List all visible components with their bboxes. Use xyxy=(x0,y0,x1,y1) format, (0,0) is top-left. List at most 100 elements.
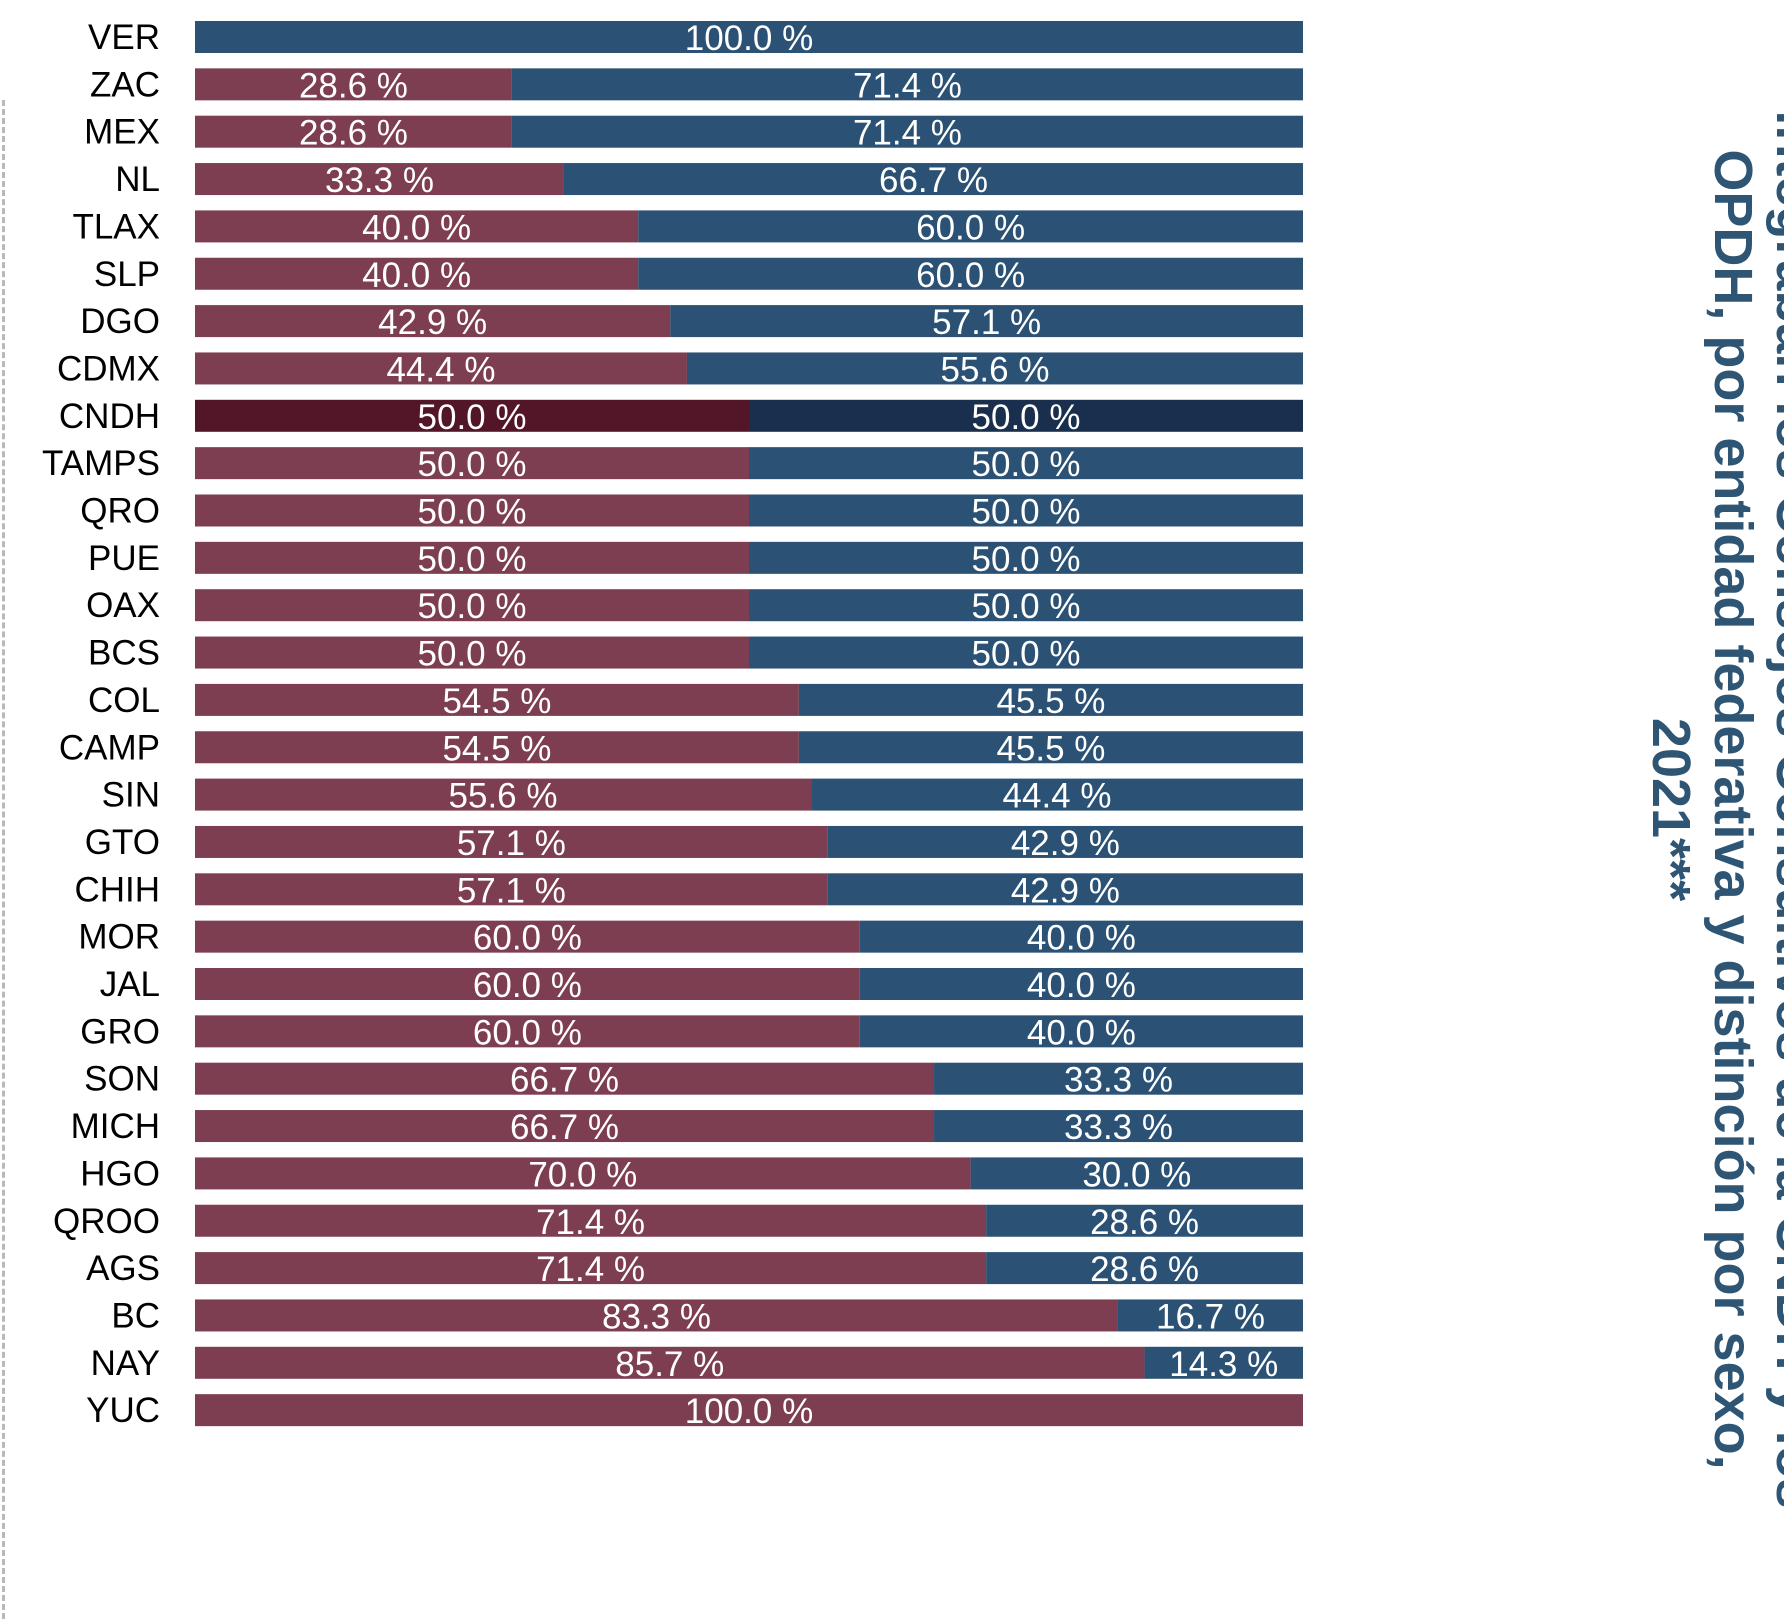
data-label-female: 44.4 % xyxy=(386,350,495,389)
bar-segment-female xyxy=(195,68,512,101)
category-label: MEX xyxy=(84,113,160,152)
bar-segment-female xyxy=(195,1015,860,1048)
bar-segment-male xyxy=(827,873,1303,906)
bar-segment-female xyxy=(195,399,749,432)
bar-segment-female xyxy=(195,1062,935,1095)
data-label-female: 50.0 % xyxy=(418,398,527,437)
bar-segment-male xyxy=(638,257,1303,290)
data-label-male: 50.0 % xyxy=(972,493,1081,532)
data-label-female: 100.0 % xyxy=(685,1392,813,1431)
data-label-male: 50.0 % xyxy=(972,587,1081,626)
category-label: NL xyxy=(115,160,160,199)
data-label-male: 42.9 % xyxy=(1011,824,1120,863)
bar-segment-male xyxy=(798,731,1303,764)
bar-segment-male xyxy=(749,589,1303,622)
category-label: JAL xyxy=(100,965,160,1004)
data-label-female: 66.7 % xyxy=(510,1108,619,1147)
category-label: ZAC xyxy=(90,65,160,104)
category-labels-layer: VER ZAC MEX NL TLAX SLP DGO CDMX CNDH TAMPS QRO PUE… xyxy=(42,18,160,1430)
bar-segment-male xyxy=(986,1252,1303,1285)
category-label: GRO xyxy=(80,1012,160,1051)
data-label-male: 57.1 % xyxy=(932,303,1041,342)
bar-segment-female xyxy=(195,1299,1118,1332)
data-label-female: 50.0 % xyxy=(418,445,527,484)
data-label-male: 42.9 % xyxy=(1011,871,1120,910)
bar-segment-female xyxy=(195,1394,1303,1427)
data-label-male: 30.0 % xyxy=(1082,1155,1191,1194)
data-label-male: 50.0 % xyxy=(972,635,1081,674)
data-label-female: 71.4 % xyxy=(536,1203,645,1242)
data-label-female: 60.0 % xyxy=(473,966,582,1005)
bar-segment-male xyxy=(827,825,1303,858)
data-label-male: 16.7 % xyxy=(1156,1297,1265,1336)
bar-segment-female xyxy=(195,1204,987,1237)
bar-segment-male xyxy=(934,1110,1303,1143)
bar-segment-female xyxy=(195,257,639,290)
bar-segment-female xyxy=(195,163,564,196)
bar-segment-male xyxy=(749,541,1303,574)
category-label: DGO xyxy=(80,302,160,341)
bar-segment-female xyxy=(195,968,860,1000)
bar-segment-female xyxy=(195,731,799,764)
data-label-male: 45.5 % xyxy=(996,682,1105,721)
data-label-female: 50.0 % xyxy=(418,587,527,626)
bar-segment-female xyxy=(195,589,749,622)
data-label-female: 60.0 % xyxy=(473,919,582,958)
bar-segment-female xyxy=(195,1252,987,1285)
data-label-female: 70.0 % xyxy=(528,1155,637,1194)
data-label-male: 66.7 % xyxy=(879,161,988,200)
category-label: TLAX xyxy=(72,207,160,246)
bar-segment-male xyxy=(970,1157,1303,1190)
data-label-male: 45.5 % xyxy=(996,729,1105,768)
data-label-female: 83.3 % xyxy=(602,1297,711,1336)
data-label-male: 100.0 % xyxy=(685,19,813,58)
data-label-female: 57.1 % xyxy=(457,824,566,863)
category-label: SLP xyxy=(94,255,160,294)
category-label: TAMPS xyxy=(42,444,160,483)
category-label: GTO xyxy=(85,823,160,862)
data-label-female: 33.3 % xyxy=(325,161,434,200)
bar-segment-female xyxy=(195,873,828,906)
chart-title-block: Distribución porcentual de las personas … xyxy=(1579,0,1784,1619)
bar-segment-male xyxy=(1144,1346,1303,1379)
bar-segment-male xyxy=(195,21,1303,53)
data-label-female: 50.0 % xyxy=(418,493,527,532)
bar-segment-male xyxy=(749,447,1303,480)
bar-segment-female xyxy=(195,1157,971,1190)
bar-segment-female xyxy=(195,1346,1145,1379)
data-label-male: 60.0 % xyxy=(916,256,1025,295)
bar-segment-male xyxy=(686,352,1303,385)
category-label: SON xyxy=(84,1060,160,1099)
bar-segment-female xyxy=(195,494,749,527)
bar-segment-female xyxy=(195,920,860,953)
data-label-male: 44.4 % xyxy=(1003,777,1112,816)
category-label: CHIH xyxy=(74,870,160,909)
bar-segment-male xyxy=(859,920,1303,953)
data-label-female: 40.0 % xyxy=(362,256,471,295)
data-label-male: 55.6 % xyxy=(940,350,1049,389)
category-label: BC xyxy=(111,1296,160,1335)
bar-segment-male xyxy=(749,494,1303,527)
bar-segment-male xyxy=(934,1062,1303,1095)
data-label-male: 40.0 % xyxy=(1027,1013,1136,1052)
data-label-female: 50.0 % xyxy=(418,635,527,674)
bar-segment-male xyxy=(986,1204,1303,1237)
data-label-male: 40.0 % xyxy=(1027,919,1136,958)
data-label-female: 54.5 % xyxy=(442,729,551,768)
stacked-bar-chart: 100.0 % 28.6 % 71.4 % 28.6 % 71.4 % 33.3 % 66.… xyxy=(42,18,1303,1431)
data-label-female: 71.4 % xyxy=(536,1250,645,1289)
data-label-male: 60.0 % xyxy=(916,208,1025,247)
category-label: MOR xyxy=(78,918,160,957)
bar-segment-female xyxy=(195,447,749,480)
bar-segment-male xyxy=(859,968,1303,1000)
category-label: QROO xyxy=(53,1202,160,1241)
category-label: COL xyxy=(88,681,160,720)
bar-segment-male xyxy=(638,210,1303,243)
category-label: QRO xyxy=(80,492,160,531)
data-label-male: 50.0 % xyxy=(972,398,1081,437)
bar-segment-female xyxy=(195,825,828,858)
data-label-female: 55.6 % xyxy=(449,777,558,816)
chart-title: Distribución porcentual de las personas … xyxy=(1641,110,1784,1509)
bar-segment-male xyxy=(811,778,1303,811)
data-label-female: 60.0 % xyxy=(473,1013,582,1052)
